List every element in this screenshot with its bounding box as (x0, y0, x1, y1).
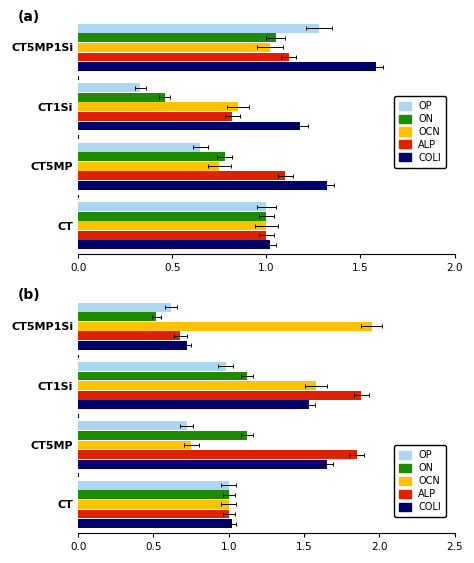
Bar (78, 33, 276, 42)
Bar (78, 102, 238, 111)
Bar (78, 181, 327, 190)
Bar (78, 519, 232, 528)
Legend: OP, ON, OCN, ALP, COLI: OP, ON, OCN, ALP, COLI (394, 445, 446, 517)
Bar (78, 231, 266, 240)
Bar (78, 459, 327, 468)
Bar (78, 362, 226, 371)
Bar (78, 400, 309, 409)
Legend: OP, ON, OCN, ALP, COLI: OP, ON, OCN, ALP, COLI (394, 96, 446, 168)
Bar (78, 83, 140, 92)
Bar (78, 162, 219, 171)
Bar (78, 391, 361, 400)
Bar (78, 52, 289, 61)
Bar (78, 490, 228, 499)
Text: (b): (b) (18, 288, 40, 302)
Bar (78, 93, 164, 102)
Bar (78, 43, 270, 52)
Bar (78, 24, 319, 33)
Bar (78, 321, 372, 330)
Bar (78, 441, 191, 449)
Bar (78, 481, 228, 490)
Bar (78, 431, 247, 440)
Bar (78, 381, 316, 390)
Bar (78, 171, 285, 180)
Bar (78, 510, 228, 519)
Bar (78, 312, 156, 321)
Bar (78, 422, 187, 430)
Bar (78, 341, 187, 350)
Text: (a): (a) (18, 10, 40, 24)
Bar (78, 122, 300, 131)
Bar (78, 450, 357, 459)
Bar (78, 212, 266, 221)
Bar (78, 240, 270, 249)
Bar (78, 202, 266, 211)
Bar (78, 221, 266, 230)
Bar (78, 62, 375, 71)
Bar (78, 372, 247, 381)
Bar (78, 142, 201, 151)
Bar (78, 500, 228, 509)
Bar (78, 152, 225, 161)
Bar (78, 303, 172, 311)
Bar (78, 112, 232, 121)
Bar (78, 331, 181, 340)
